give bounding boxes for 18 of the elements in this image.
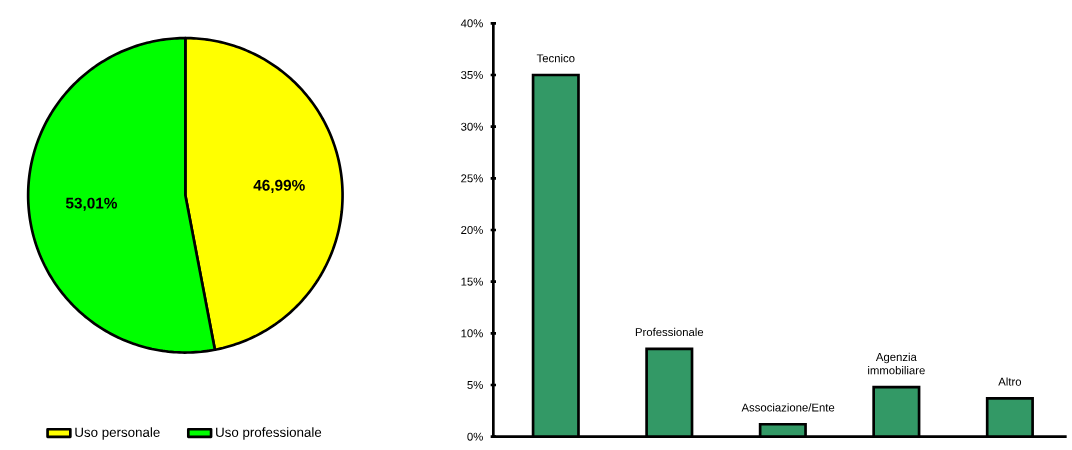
y-tick-label: 30% <box>461 122 483 131</box>
y-tick-label: 25% <box>461 174 483 183</box>
y-tick-label: 40% <box>460 19 483 28</box>
x-tick-label: Altro <box>998 377 1022 386</box>
x-tick-label: Tecnico <box>536 53 575 63</box>
x-tick-label: Associazione/Ente <box>741 403 835 412</box>
y-tick-label: 0% <box>467 432 483 441</box>
data-label: 53,01% <box>65 197 118 211</box>
y-tick-label: 35% <box>461 70 483 79</box>
y-tick-label: 20% <box>461 225 483 234</box>
y-tick-label: 15% <box>461 277 483 286</box>
y-tick-label: 10% <box>461 329 483 338</box>
y-tick-label: 5% <box>467 381 483 389</box>
x-tick-label: Professionale <box>635 327 704 337</box>
data-label: 46,99% <box>253 179 305 193</box>
legend-label: Uso personale <box>75 427 160 440</box>
legend-label: Uso professionale <box>216 427 322 440</box>
x-tick-label: Agenzia immobiliare <box>868 352 925 375</box>
